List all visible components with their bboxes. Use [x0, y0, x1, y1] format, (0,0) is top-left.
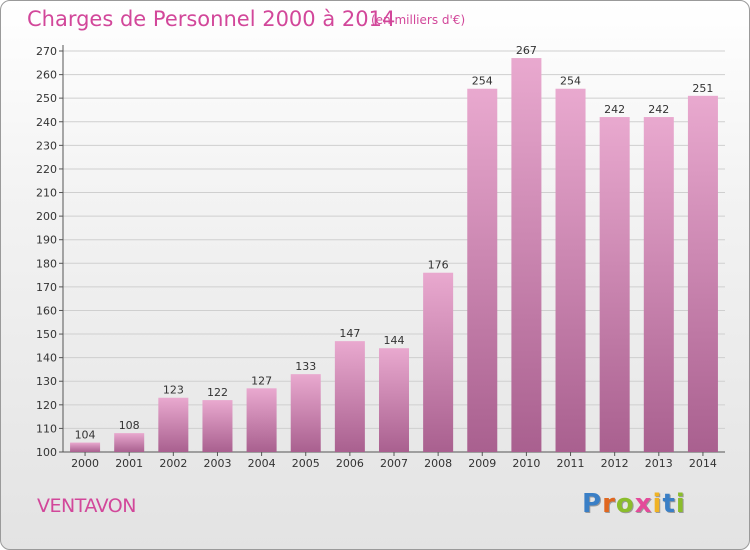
y-tick-label: 210 [36, 187, 57, 200]
labels: 100 110 120 130 140 150 160 170 180 190 200 210 220 2… [36, 44, 717, 470]
y-tick-label: 150 [36, 328, 57, 341]
data-label: 127 [251, 374, 272, 387]
logo-letter: P [582, 489, 603, 519]
data-label: 254 [560, 75, 581, 88]
y-tick-label: 270 [36, 45, 57, 58]
data-label: 254 [472, 75, 493, 88]
logo-letter: i [652, 489, 663, 519]
logo-letter: t [662, 489, 676, 519]
data-label: 123 [163, 384, 184, 397]
x-tick-label: 2004 [248, 457, 276, 470]
x-tick-label: 2008 [424, 457, 452, 470]
y-tick-label: 110 [36, 422, 57, 435]
x-tick-label: 2009 [468, 457, 496, 470]
bar [687, 95, 718, 452]
x-tick-label: 2005 [292, 457, 320, 470]
bar [290, 374, 321, 452]
x-tick-label: 2003 [203, 457, 231, 470]
bar [246, 388, 277, 452]
bar [555, 88, 586, 452]
data-label: 122 [207, 386, 228, 399]
data-label: 242 [648, 103, 669, 116]
y-tick-label: 180 [36, 257, 57, 270]
x-tick-label: 2013 [645, 457, 673, 470]
commune-name: VENTAVON [37, 495, 136, 517]
bar [114, 433, 145, 452]
data-label: 251 [692, 82, 713, 95]
data-label: 242 [604, 103, 625, 116]
data-label: 267 [516, 44, 537, 57]
x-tick-label: 2007 [380, 457, 408, 470]
data-label: 176 [428, 259, 449, 272]
bar [202, 400, 233, 452]
x-tick-label: 2014 [689, 457, 717, 470]
y-tick-label: 120 [36, 399, 57, 412]
bar [643, 117, 674, 452]
x-tick-label: 2000 [71, 457, 99, 470]
y-tick-label: 230 [36, 139, 57, 152]
x-tick-label: 2010 [512, 457, 540, 470]
bar [378, 348, 410, 452]
data-label: 133 [295, 360, 316, 373]
bar [334, 341, 365, 452]
logo-letter: i [675, 489, 686, 519]
bar [158, 397, 189, 452]
y-tick-label: 240 [36, 116, 57, 129]
y-tick-label: 200 [36, 210, 57, 223]
bar [423, 272, 454, 452]
logo-letter: x [634, 489, 653, 519]
x-tick-label: 2006 [336, 457, 364, 470]
chart-title: Charges de Personnel 2000 à 2014 [27, 7, 396, 31]
chart-subtitle: (en milliers d'€) [371, 13, 466, 27]
data-label: 144 [384, 334, 405, 347]
data-label: 108 [119, 419, 140, 432]
bar [70, 442, 101, 452]
bars [70, 58, 718, 452]
y-tick-label: 220 [36, 163, 57, 176]
y-tick-label: 100 [36, 446, 57, 459]
data-label: 147 [339, 327, 360, 340]
y-tick-label: 190 [36, 234, 57, 247]
x-tick-label: 2011 [557, 457, 585, 470]
x-tick-label: 2002 [159, 457, 187, 470]
logo-letter: o [615, 489, 635, 519]
data-label: 104 [75, 429, 96, 442]
logo-letter: r [602, 489, 616, 519]
bar [467, 88, 498, 452]
y-tick-label: 170 [36, 281, 57, 294]
y-tick-label: 160 [36, 304, 57, 317]
y-tick-label: 130 [36, 375, 57, 388]
x-tick-label: 2012 [601, 457, 629, 470]
bar [599, 117, 630, 452]
y-tick-label: 260 [36, 69, 57, 82]
y-tick-label: 250 [36, 92, 57, 105]
proxiti-logo: Proxiti [582, 489, 686, 519]
x-tick-label: 2001 [115, 457, 143, 470]
y-tick-label: 140 [36, 352, 57, 365]
bar [511, 58, 542, 452]
